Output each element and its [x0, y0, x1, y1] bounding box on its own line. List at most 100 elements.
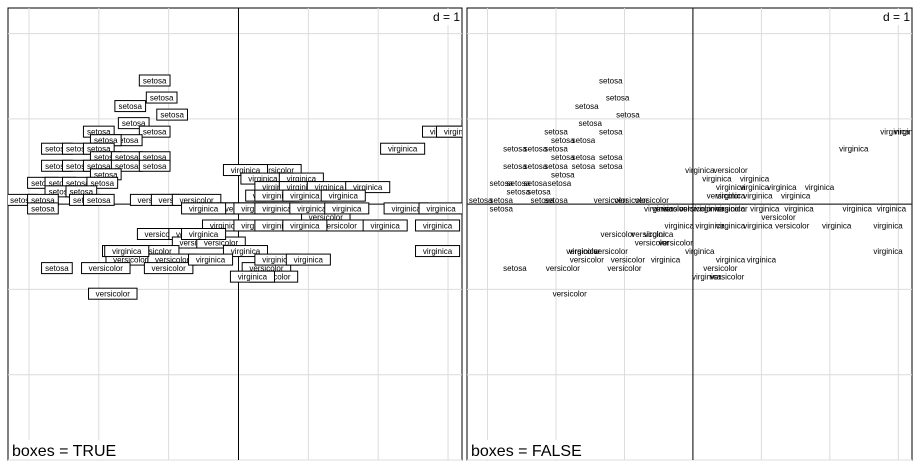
point-label-virginica: virginica — [894, 128, 912, 137]
point-label-virginica: virginica — [877, 204, 907, 213]
point-label-text: virginica — [784, 204, 814, 213]
point-label-setosa: setosa — [82, 193, 115, 206]
point-label-text: setosa — [31, 179, 55, 188]
point-label-text: virginica — [877, 204, 907, 213]
point-label-text: virginica — [262, 204, 292, 213]
point-label-setosa: setosa — [527, 187, 551, 196]
point-label-setosa: setosa — [524, 179, 548, 188]
point-label-text: virginica — [262, 256, 292, 265]
point-label-text: versicolor — [635, 196, 670, 205]
label-box — [285, 253, 331, 266]
point-label-text: versicolor — [611, 256, 646, 265]
point-label-text: versicolor — [546, 264, 581, 273]
label-box — [114, 100, 147, 113]
label-box — [418, 202, 462, 215]
label-box — [229, 270, 275, 283]
point-label-setosa: setosa — [489, 179, 513, 188]
point-label-text: setosa — [143, 153, 167, 162]
point-label-virginica: virginica — [685, 166, 715, 175]
point-label-text: virginica — [716, 204, 746, 213]
point-label-text: versicolor — [713, 204, 748, 213]
scale-label-background — [425, 9, 461, 25]
point-label-text: setosa — [118, 102, 142, 111]
point-label-text: versicolor — [662, 204, 697, 213]
point-label-text: versicolor — [260, 166, 295, 175]
point-label-text: virginica — [262, 221, 292, 230]
point-label-versicolor: versicolor — [635, 239, 670, 248]
point-label-text: virginica — [294, 256, 324, 265]
subtitle-background — [468, 440, 588, 459]
point-label-versicolor: versicolor — [553, 290, 588, 299]
point-label-text: setosa — [503, 145, 527, 154]
point-label-setosa: setosa — [86, 176, 119, 189]
label-box — [181, 202, 227, 215]
point-label-virginica: virginica — [716, 204, 746, 213]
point-label-virginica: virginica — [181, 202, 227, 215]
point-label-setosa: setosa — [599, 162, 623, 171]
point-label-text: versicolor — [710, 273, 745, 282]
point-label-versicolor: versicolor — [631, 230, 666, 239]
point-label-text: setosa — [115, 136, 139, 145]
point-label-versicolor: versicolor — [662, 204, 697, 213]
point-label-virginica: virginica — [415, 245, 461, 258]
point-label-setosa: setosa — [544, 196, 568, 205]
point-label-text: virginica — [189, 230, 219, 239]
point-label-setosa: setosa — [599, 128, 623, 137]
point-label-virginica: virginica — [750, 204, 780, 213]
point-label-versicolor: versicolor — [546, 264, 581, 273]
label-box — [86, 176, 119, 189]
point-label-virginica: virginica — [781, 192, 811, 201]
point-label-versicolor: versicolor — [594, 196, 629, 205]
point-label-versicolor: versicolor — [88, 287, 138, 300]
point-label-virginica: virginica — [435, 125, 474, 138]
point-label-virginica: virginica — [569, 247, 599, 256]
point-label-setosa: setosa — [114, 100, 147, 113]
point-label-versicolor: versicolor — [566, 247, 601, 256]
point-label-text: setosa — [524, 179, 548, 188]
point-label-text: virginica — [644, 204, 674, 213]
point-label-text: setosa — [575, 102, 599, 111]
point-label-text: virginica — [290, 221, 320, 230]
point-label-versicolor: versicolor — [607, 264, 642, 273]
point-label-text: virginica — [423, 247, 453, 256]
point-label-virginica: virginica — [362, 219, 408, 232]
label-box — [41, 262, 73, 275]
label-box — [435, 125, 462, 138]
point-label-virginica: virginica — [843, 204, 873, 213]
point-label-text: virginica — [685, 166, 715, 175]
point-label-text: virginica — [287, 183, 317, 192]
point-label-virginica: virginica — [747, 256, 777, 265]
point-label-setosa: setosa — [572, 162, 596, 171]
panel-frame — [466, 7, 913, 461]
point-label-text: virginica — [716, 192, 746, 201]
point-label-versicolor: versicolor — [81, 262, 131, 275]
point-label-text: virginica — [651, 256, 681, 265]
point-label-text: setosa — [507, 187, 531, 196]
point-label-text: setosa — [66, 179, 90, 188]
point-label-virginica: virginica — [716, 221, 746, 230]
point-label-text: setosa — [551, 153, 575, 162]
point-label-setosa: setosa — [572, 153, 596, 162]
point-label-text: virginica — [747, 256, 777, 265]
point-label-text: virginica — [444, 128, 474, 137]
point-label-text: virginica — [644, 230, 674, 239]
point-label-text: virginica — [569, 247, 599, 256]
point-label-text: virginica — [843, 204, 873, 213]
point-label-versicolor: versicolor — [614, 196, 649, 205]
point-label-text: versicolor — [152, 264, 187, 273]
point-label-text: setosa — [87, 128, 111, 137]
panel-frame — [7, 7, 463, 461]
point-label-text: virginica — [231, 247, 261, 256]
point-label-text: setosa — [599, 128, 623, 137]
point-label-text: virginica — [196, 256, 226, 265]
point-label-text: virginica — [426, 204, 456, 213]
point-label-setosa: setosa — [41, 262, 73, 275]
point-label-setosa: setosa — [551, 136, 575, 145]
point-label-virginica: virginica — [740, 183, 770, 192]
point-label-setosa: setosa — [145, 91, 178, 104]
point-label-setosa: setosa — [599, 76, 623, 85]
point-label-virginica: virginica — [685, 247, 715, 256]
point-label-virginica: virginica — [415, 219, 461, 232]
point-label-setosa: setosa — [524, 145, 548, 154]
